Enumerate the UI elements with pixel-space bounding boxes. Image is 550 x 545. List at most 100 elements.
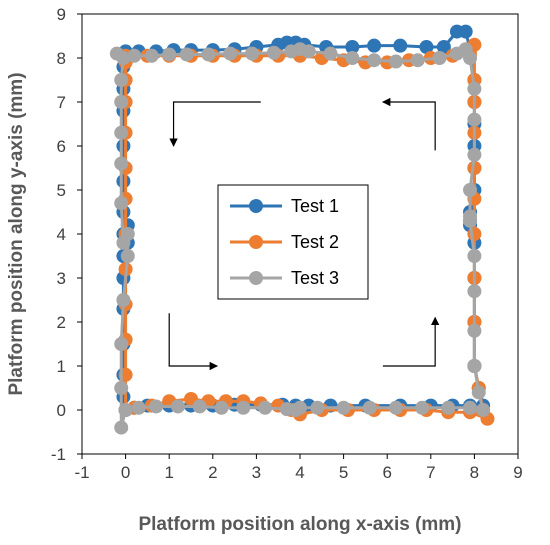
data-point bbox=[114, 381, 129, 395]
data-point bbox=[458, 24, 473, 39]
legend-item: Test 3 bbox=[230, 268, 339, 288]
data-point bbox=[201, 47, 216, 62]
data-point bbox=[301, 44, 316, 59]
direction-arrows bbox=[168, 97, 440, 371]
y-tick-label: 9 bbox=[57, 5, 66, 24]
data-point bbox=[127, 48, 142, 63]
data-point bbox=[114, 73, 129, 87]
data-point bbox=[118, 403, 133, 417]
x-axis-title: Platform position along x-axis (mm) bbox=[138, 514, 461, 535]
series-3 bbox=[109, 42, 491, 435]
data-point bbox=[245, 46, 260, 61]
data-point bbox=[410, 53, 425, 68]
data-point bbox=[116, 235, 131, 250]
data-point bbox=[463, 213, 478, 228]
x-tick-label: 3 bbox=[252, 463, 261, 482]
legend-item: Test 2 bbox=[230, 232, 339, 252]
data-point bbox=[345, 40, 360, 54]
direction-arrow-3 bbox=[382, 316, 440, 367]
data-point bbox=[467, 112, 482, 127]
data-point bbox=[467, 284, 482, 299]
data-point bbox=[467, 249, 482, 263]
y-tick-label: 3 bbox=[57, 269, 66, 288]
data-point bbox=[114, 95, 129, 109]
data-point bbox=[114, 337, 129, 351]
data-point bbox=[170, 399, 185, 414]
data-point bbox=[463, 51, 478, 65]
data-point bbox=[367, 53, 382, 68]
data-point bbox=[441, 400, 456, 415]
y-tick-label: 7 bbox=[57, 93, 66, 112]
data-point bbox=[467, 147, 482, 162]
data-point bbox=[266, 45, 281, 60]
y-axis-title: Platform position along y-axis (mm) bbox=[6, 72, 27, 395]
data-point bbox=[223, 46, 238, 61]
legend: Test 1 Test 2 Test 3 bbox=[217, 184, 369, 300]
data-point bbox=[463, 183, 478, 197]
data-point bbox=[463, 400, 478, 415]
data-point bbox=[116, 174, 131, 189]
data-point bbox=[149, 399, 164, 414]
series-layer bbox=[109, 24, 495, 435]
data-point bbox=[114, 420, 129, 435]
direction-arrow-4 bbox=[381, 97, 436, 151]
data-point bbox=[467, 323, 482, 338]
direction-arrow-2 bbox=[168, 313, 219, 371]
data-point bbox=[467, 81, 482, 96]
data-point bbox=[131, 400, 146, 415]
data-point bbox=[432, 51, 447, 65]
data-point bbox=[367, 38, 382, 53]
data-point bbox=[258, 400, 273, 415]
y-tick-label: 4 bbox=[57, 225, 66, 244]
data-point bbox=[388, 54, 403, 69]
legend-label: Test 2 bbox=[291, 232, 339, 252]
data-point bbox=[279, 402, 294, 417]
data-point bbox=[310, 400, 325, 415]
legend-item: Test 1 bbox=[230, 196, 339, 216]
legend-marker bbox=[249, 235, 263, 249]
y-tick-label: 1 bbox=[57, 357, 66, 376]
data-point bbox=[236, 400, 251, 415]
x-tick-label: 2 bbox=[208, 463, 217, 482]
x-tick-label: 8 bbox=[470, 463, 479, 482]
data-point bbox=[323, 46, 338, 61]
direction-arrow-1 bbox=[169, 101, 261, 147]
x-tick-label: -1 bbox=[74, 463, 89, 482]
data-point bbox=[467, 359, 482, 373]
data-point bbox=[116, 51, 131, 65]
data-point bbox=[471, 385, 486, 400]
data-point bbox=[415, 400, 430, 415]
data-point bbox=[162, 47, 177, 62]
legend-label: Test 1 bbox=[291, 196, 339, 216]
x-tick-label: 6 bbox=[382, 463, 391, 482]
data-point bbox=[467, 227, 482, 241]
data-point bbox=[393, 38, 408, 53]
data-point bbox=[114, 125, 129, 140]
data-point bbox=[120, 249, 135, 263]
legend-marker bbox=[249, 271, 263, 285]
y-tick-label: 8 bbox=[57, 49, 66, 68]
axes-layer: -1 0 1 2 3 4 5 6 7 8 9 -1 0 1 2 3 4 5 6 7 8 9 bbox=[51, 5, 523, 482]
y-tick-label: 0 bbox=[57, 401, 66, 420]
x-tick-label: 5 bbox=[339, 463, 348, 482]
data-point bbox=[114, 156, 129, 171]
data-point bbox=[214, 400, 229, 415]
data-point bbox=[179, 47, 194, 62]
y-tick-label: -1 bbox=[51, 445, 66, 464]
data-point bbox=[192, 399, 207, 414]
x-tick-label: 7 bbox=[426, 463, 435, 482]
data-point bbox=[116, 139, 131, 153]
x-tick-label: 0 bbox=[121, 463, 130, 482]
data-point bbox=[436, 40, 451, 54]
x-tick-label: 1 bbox=[164, 463, 173, 482]
y-tick-label: 6 bbox=[57, 137, 66, 156]
data-point bbox=[345, 51, 360, 65]
legend-marker bbox=[249, 199, 263, 213]
data-point bbox=[114, 196, 129, 211]
y-tick-label: 2 bbox=[57, 313, 66, 332]
data-point bbox=[388, 400, 403, 415]
data-point bbox=[144, 48, 159, 63]
data-point bbox=[419, 40, 434, 54]
y-tick-label: 5 bbox=[57, 181, 66, 200]
